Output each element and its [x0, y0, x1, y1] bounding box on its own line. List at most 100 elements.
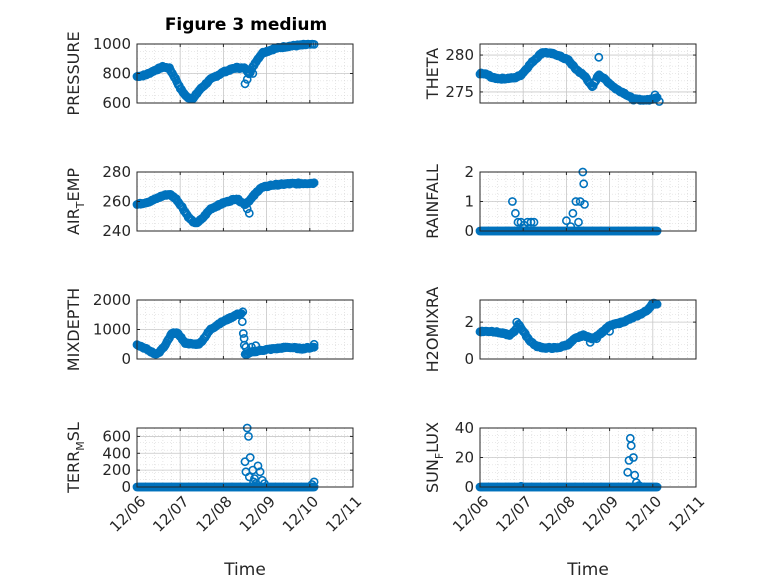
data-point [623, 467, 633, 477]
data-point [239, 333, 249, 343]
y-tick-label: 200 [102, 461, 131, 479]
data-point [245, 453, 255, 462]
x-tick-label: 12/08 [192, 492, 235, 535]
y-axis-label-subscript: T [74, 201, 87, 209]
y-tick-label: 260 [102, 193, 131, 211]
x-tick-label: 12/06 [449, 492, 492, 535]
data-point [512, 317, 522, 327]
data-point [518, 223, 528, 233]
data-point [238, 307, 248, 317]
y-tick-label: 1000 [93, 35, 131, 53]
y-axis-label-part: TERR [64, 451, 83, 494]
y-axis-label: RAINFALL [423, 164, 442, 239]
series-pressure [132, 39, 319, 104]
data-point [605, 326, 614, 336]
y-axis-label-part: AIR [64, 208, 83, 235]
y-axis-label-part: EMP [64, 168, 83, 202]
series-mixdepth [132, 307, 319, 360]
x-tick-label: 12/09 [579, 492, 622, 535]
y-tick-label: 1000 [93, 321, 131, 339]
data-point [508, 197, 517, 206]
y-tick-label: 240 [102, 222, 131, 240]
x-axis-label: Time [566, 560, 609, 580]
data-point [592, 334, 601, 344]
data-point [309, 178, 319, 188]
y-tick-label: 0 [121, 478, 131, 496]
tick-marks [136, 43, 354, 104]
data-point [585, 337, 595, 347]
tick-marks [136, 428, 354, 488]
y-tick-label: 600 [102, 427, 131, 445]
series-theta [475, 47, 664, 106]
tick-marks [479, 44, 697, 103]
axes-box [479, 43, 697, 104]
data-point [250, 189, 259, 199]
y-axis-label-part: SL [64, 422, 83, 441]
data-point [624, 455, 634, 465]
y-tick-label: 280 [102, 163, 131, 181]
axes-box [479, 299, 697, 360]
data-point [574, 217, 583, 227]
tick-marks [479, 300, 697, 360]
data-point [562, 216, 571, 226]
data-point [634, 481, 644, 490]
axes-rainfall: 0 1 2 RAINFALL [423, 163, 697, 240]
data-point [240, 79, 250, 89]
y-tick-label: 0 [464, 222, 474, 240]
data-point [255, 467, 265, 477]
y-tick-label: 600 [102, 94, 131, 112]
data-point [244, 431, 253, 441]
data-point [594, 52, 604, 62]
tick-marks [479, 171, 697, 232]
y-tick-label: 20 [455, 449, 474, 467]
y-tick-label: 800 [102, 65, 131, 83]
x-tick-label: 12/06 [106, 492, 149, 535]
data-point [566, 222, 576, 231]
data-point [309, 477, 319, 487]
y-axis-label: SUNFLUX [423, 422, 446, 493]
tick-marks [479, 427, 697, 488]
y-tick-label: 1 [464, 193, 474, 211]
y-axis-label: MIXDEPTH [64, 288, 83, 371]
tick-marks [136, 299, 354, 360]
data-point [526, 217, 536, 227]
y-tick-label: 400 [102, 444, 131, 462]
y-tick-label: 2 [464, 163, 474, 181]
y-axis-label-subscript: M [74, 441, 87, 451]
data-point [309, 339, 319, 349]
y-axis-label: TERRMSL [64, 422, 87, 494]
y-tick-label: 0 [464, 478, 474, 496]
data-point [236, 309, 246, 318]
series-air-temp [132, 178, 319, 228]
x-tick-label: 12/07 [492, 492, 535, 535]
axes-pressure: 600 800 1000 PRESSURE [64, 31, 354, 116]
y-tick-label: 40 [455, 419, 474, 437]
data-point [650, 90, 660, 100]
x-tick-label: 12/11 [665, 492, 708, 535]
data-point [579, 179, 589, 189]
data-point [244, 472, 254, 482]
data-point [652, 299, 662, 309]
data-point [248, 69, 258, 78]
y-axis-label: PRESSURE [64, 31, 83, 115]
y-tick-label: 280 [445, 46, 474, 64]
x-tick-label: 12/07 [149, 492, 192, 535]
data-point [626, 441, 636, 451]
data-point [241, 342, 251, 352]
axes-h2omixra: 0 2 H2OMIXRA [423, 287, 697, 372]
data-point [240, 457, 250, 467]
figure-title: Figure 3 medium [165, 15, 327, 35]
data-point [242, 75, 252, 84]
series-h2omixra [475, 298, 662, 353]
data-point [238, 329, 248, 338]
data-point [568, 208, 578, 218]
data-point [247, 342, 256, 352]
data-point [571, 197, 581, 206]
axes-box [136, 427, 354, 488]
axes-mixdepth: 0 1000 2000 MIXDEPTH [64, 288, 354, 371]
axes-sun-flux: 0 20 40 12/06 12/07 12/08 12/09 12/10 12/11 Time S… [423, 419, 708, 580]
